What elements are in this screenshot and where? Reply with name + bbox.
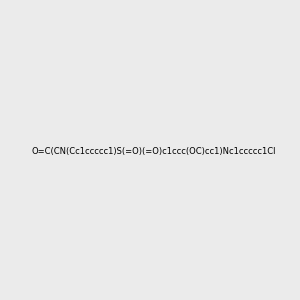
Text: O=C(CN(Cc1ccccc1)S(=O)(=O)c1ccc(OC)cc1)Nc1ccccc1Cl: O=C(CN(Cc1ccccc1)S(=O)(=O)c1ccc(OC)cc1)N… bbox=[32, 147, 276, 156]
